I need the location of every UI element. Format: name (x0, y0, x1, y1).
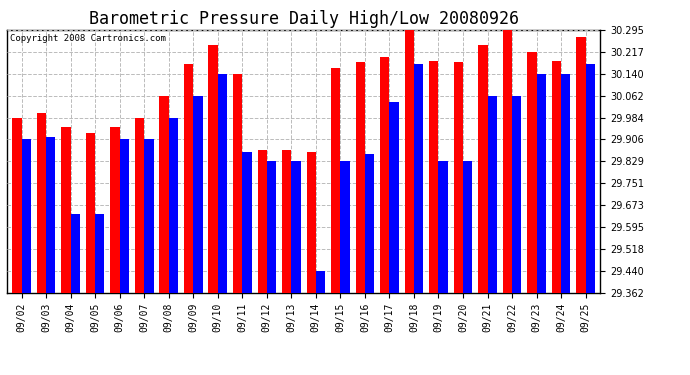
Bar (365, 153, 374, 292)
Bar (488, 96, 497, 292)
Bar (135, 117, 144, 292)
Bar (46, 138, 55, 292)
Bar (119, 140, 129, 292)
Bar (453, 62, 463, 292)
Bar (527, 52, 537, 292)
Bar (218, 74, 227, 292)
Bar (291, 161, 301, 292)
Bar (503, 30, 512, 292)
Bar (257, 150, 267, 292)
Bar (331, 68, 340, 292)
Bar (380, 57, 389, 292)
Bar (537, 74, 546, 292)
Bar (552, 61, 561, 292)
Title: Barometric Pressure Daily High/Low 20080926: Barometric Pressure Daily High/Low 20080… (88, 10, 519, 28)
Bar (95, 214, 104, 292)
Bar (340, 161, 350, 292)
Bar (561, 74, 571, 292)
Bar (37, 113, 46, 292)
Bar (576, 37, 586, 292)
Bar (267, 161, 276, 292)
Text: Copyright 2008 Cartronics.com: Copyright 2008 Cartronics.com (10, 34, 166, 43)
Bar (242, 152, 252, 292)
Bar (478, 45, 488, 292)
Bar (61, 127, 70, 292)
Bar (110, 127, 119, 292)
Bar (512, 96, 522, 292)
Bar (463, 161, 472, 292)
Bar (282, 150, 291, 292)
Bar (208, 45, 218, 292)
Bar (144, 140, 154, 292)
Bar (86, 133, 95, 292)
Bar (438, 161, 448, 292)
Bar (12, 117, 21, 292)
Bar (389, 102, 399, 292)
Bar (429, 61, 438, 292)
Bar (414, 64, 423, 292)
Bar (159, 96, 169, 292)
Bar (233, 74, 242, 292)
Bar (169, 117, 178, 292)
Bar (306, 152, 316, 292)
Bar (586, 64, 595, 292)
Bar (404, 30, 414, 292)
Bar (184, 64, 193, 292)
Bar (21, 140, 31, 292)
Bar (70, 214, 80, 292)
Bar (355, 62, 365, 292)
Bar (316, 270, 325, 292)
Bar (193, 96, 203, 292)
